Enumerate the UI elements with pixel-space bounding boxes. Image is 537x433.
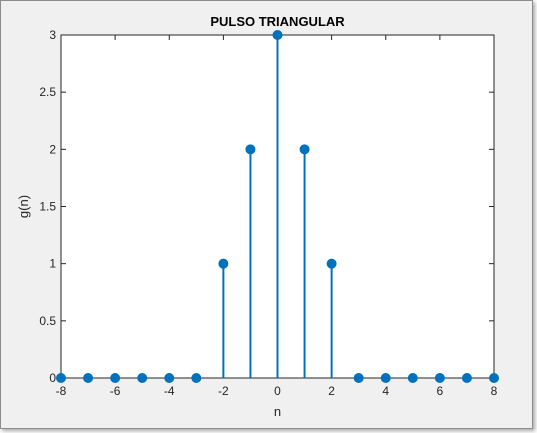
x-tick-label: -8 <box>56 384 67 398</box>
y-tick-label: 0 <box>49 371 56 385</box>
x-tick-labels: -8 -6 -4 -2 0 2 4 6 8 <box>56 384 498 398</box>
x-tick-label: 8 <box>491 384 498 398</box>
y-tick-label: 0.5 <box>39 314 56 328</box>
y-axis-label: g(n) <box>16 195 31 218</box>
stem-chart: -8 -6 -4 -2 0 2 4 6 8 0 0.5 1 1.5 2 2.5 3 PULSO TRIANG… <box>16 14 499 419</box>
stem-marker <box>218 258 229 269</box>
stem-marker <box>434 373 445 383</box>
y-tick-label: 3 <box>49 28 56 42</box>
stem-marker <box>489 373 499 383</box>
stem-marker <box>407 373 418 383</box>
chart-title: PULSO TRIANGULAR <box>210 14 345 29</box>
stem-marker <box>272 30 283 40</box>
x-axis-label: n <box>274 404 281 419</box>
y-tick-label: 1 <box>49 257 56 271</box>
stem-marker <box>326 258 337 269</box>
x-tick-label: -2 <box>218 384 229 398</box>
stem-marker <box>83 373 94 383</box>
stem-marker <box>56 373 66 383</box>
x-tick-label: 2 <box>328 384 335 398</box>
stem-marker <box>299 144 310 155</box>
x-tick-label: 0 <box>274 384 281 398</box>
x-tick-label: 4 <box>382 384 389 398</box>
x-tick-label: -4 <box>164 384 175 398</box>
stem-series <box>56 30 499 383</box>
stem-marker <box>245 144 256 155</box>
x-tick-label: 6 <box>437 384 444 398</box>
stem-marker <box>191 373 202 383</box>
stem-marker <box>461 373 472 383</box>
y-tick-label: 1.5 <box>39 200 56 214</box>
y-tick-label: 2 <box>49 142 56 156</box>
y-tick-labels: 0 0.5 1 1.5 2 2.5 3 <box>39 28 56 385</box>
x-tick-label: -6 <box>110 384 121 398</box>
stem-marker <box>380 373 391 383</box>
stem-marker <box>353 373 364 383</box>
stem-marker <box>164 373 175 383</box>
stem-marker <box>137 373 148 383</box>
stem-marker <box>110 373 121 383</box>
y-tick-label: 2.5 <box>39 85 56 99</box>
